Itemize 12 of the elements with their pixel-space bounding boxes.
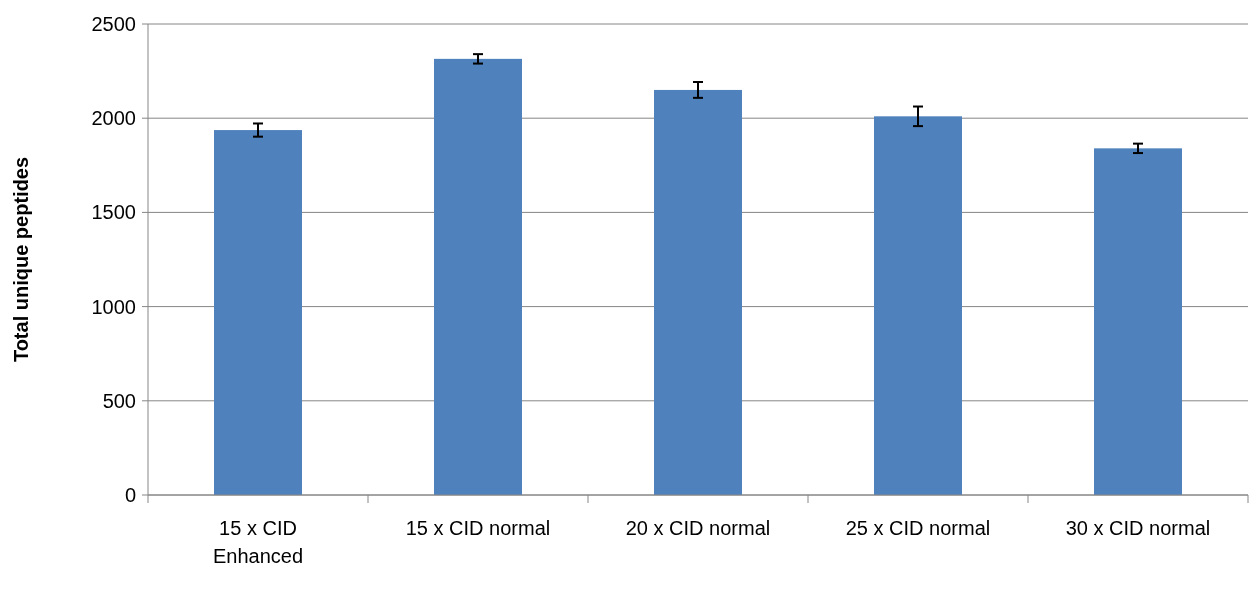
y-axis-title: Total unique peptides bbox=[10, 156, 32, 363]
y-tick-label: 0 bbox=[124, 484, 136, 506]
x-tick-label: 15 x CID normal bbox=[405, 517, 551, 539]
y-tick-label: 500 bbox=[102, 389, 136, 412]
y-tick-label: 1500 bbox=[91, 201, 136, 224]
y-tick-label: 2500 bbox=[91, 13, 136, 35]
x-tick-label: 15 x CID Enhanced bbox=[212, 517, 304, 567]
x-tick-label: 30 x CID normal bbox=[1065, 517, 1211, 539]
x-tick-label: 25 x CID normal bbox=[845, 517, 991, 539]
y-tick-label: 2000 bbox=[91, 107, 136, 130]
y-tick-label: 1000 bbox=[91, 295, 136, 318]
x-tick-label: 20 x CID normal bbox=[625, 517, 771, 539]
